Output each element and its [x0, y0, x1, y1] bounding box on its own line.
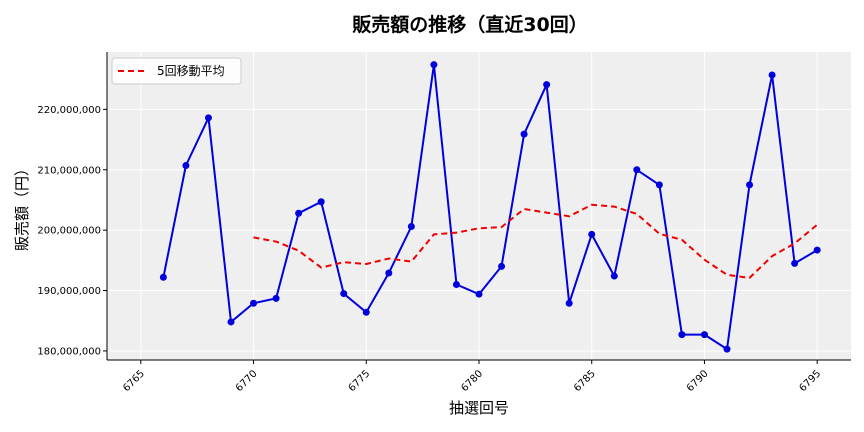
- y-tick-labels: 180,000,000 190,000,000 200,000,000 210,000…: [37, 105, 101, 358]
- sales-data-point: [543, 81, 551, 89]
- x-tick-label: 6765: [121, 368, 147, 394]
- x-tick-label: 6795: [798, 368, 824, 394]
- sales-data-point: [385, 269, 393, 277]
- sales-data-point: [588, 230, 596, 238]
- sales-data-point: [407, 223, 415, 231]
- series-layer: [159, 61, 821, 353]
- sales-data-point: [295, 209, 303, 217]
- x-tick-label: 6785: [572, 368, 598, 394]
- sales-data-point: [768, 71, 776, 79]
- sales-data-point: [452, 281, 460, 289]
- sales-data-point: [204, 114, 212, 122]
- sales-data-point: [250, 299, 258, 307]
- sales-data-point: [340, 290, 348, 298]
- legend-label-moving-average: 5回移動平均: [157, 64, 225, 78]
- sales-data-point: [498, 262, 506, 270]
- sales-data-point: [565, 299, 573, 307]
- sales-data-point: [678, 331, 686, 339]
- x-axis-label: 抽選回号: [449, 399, 509, 417]
- sales-data-point: [791, 259, 799, 267]
- moving-average-line: [253, 203, 818, 279]
- y-tick-label: 220,000,000: [37, 105, 101, 116]
- sales-data-point: [813, 246, 821, 254]
- sales-data-point: [723, 345, 731, 353]
- y-tick-label: 200,000,000: [37, 226, 101, 237]
- x-tick-labels: 6765 6770 6775 6780 6785 6790 6795: [121, 368, 823, 394]
- legend: 5回移動平均: [111, 57, 242, 85]
- grid-lines: [107, 52, 851, 360]
- legend-box: [111, 57, 242, 85]
- y-tick-label: 180,000,000: [37, 346, 101, 357]
- sales-data-point: [272, 294, 280, 302]
- sales-data-point: [700, 331, 708, 339]
- x-tick-label: 6775: [347, 368, 373, 394]
- x-tick-label: 6770: [234, 368, 260, 394]
- sales-data-point: [610, 272, 618, 280]
- sales-data-point: [227, 318, 235, 326]
- sales-data-point: [362, 308, 370, 316]
- sales-data-point: [182, 162, 190, 170]
- chart-title: 販売額の推移（直近30回）: [352, 13, 587, 36]
- x-tick-label: 6780: [459, 368, 485, 394]
- y-axis-label: 販売額（円）: [13, 161, 31, 251]
- sales-data-point: [475, 290, 483, 298]
- sales-data-point: [520, 130, 528, 138]
- sales-data-point: [430, 61, 438, 69]
- x-tick-label: 6790: [685, 368, 711, 394]
- sales-data-point: [317, 198, 325, 206]
- sales-data-point: [159, 273, 167, 281]
- sales-data-point: [633, 166, 641, 174]
- sales-data-point: [746, 181, 754, 189]
- y-tick-label: 190,000,000: [37, 286, 101, 297]
- sales-data-point: [655, 181, 663, 189]
- sales-line: [162, 63, 818, 351]
- axes: [103, 52, 851, 364]
- y-tick-label: 210,000,000: [37, 165, 101, 176]
